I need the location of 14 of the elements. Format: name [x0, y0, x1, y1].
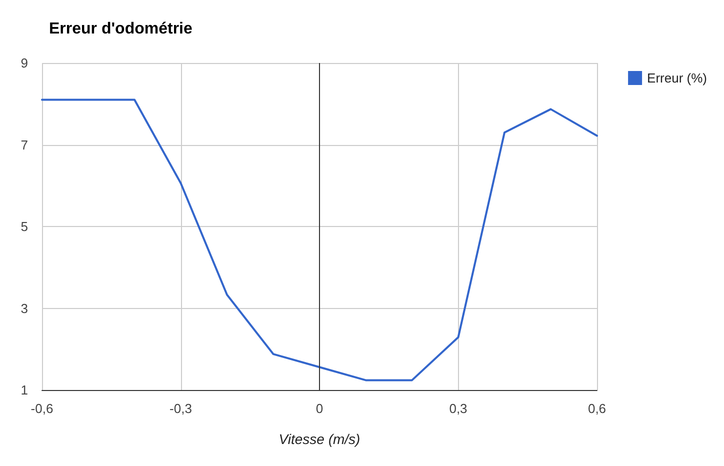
y-tick-label: 5	[20, 219, 28, 234]
x-tick-label: 0	[316, 401, 324, 416]
y-tick-label: 7	[20, 137, 28, 152]
legend-label: Erreur (%)	[647, 70, 708, 86]
x-tick-label: 0,6	[588, 401, 606, 416]
y-tick-label: 9	[20, 56, 28, 70]
x-tick-label: 0,3	[449, 401, 468, 416]
line-series	[41, 98, 598, 382]
chart-title: Erreur d'odométrie	[49, 20, 192, 38]
y-tick-label: 3	[20, 300, 28, 316]
x-axis-title: Vitesse (m/s)	[278, 431, 360, 447]
y-tick-label: 1	[20, 382, 28, 398]
x-tick-label: -0,6	[30, 401, 54, 416]
x-tick-label: -0,3	[170, 401, 192, 416]
